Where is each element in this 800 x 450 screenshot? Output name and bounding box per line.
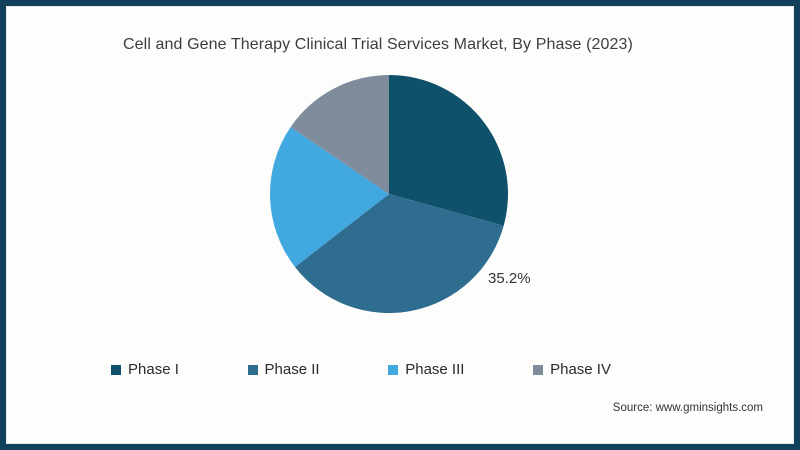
legend-label-phase-iv: Phase IV [550,361,611,378]
pie-slice-phase-iii [269,127,389,267]
legend-item-phase-iv: Phase IV [533,361,611,378]
legend-item-phase-i: Phase I [111,361,179,378]
legend-swatch-phase-ii [247,364,258,375]
legend-swatch-phase-iii [388,364,399,375]
chart-title: Cell and Gene Therapy Clinical Trial Ser… [123,36,633,53]
legend-label-phase-ii: Phase II [264,361,320,378]
legend-label-phase-i: Phase I [128,361,179,378]
legend: Phase I Phase II Phase III Phase IV [111,361,611,378]
legend-swatch-phase-iv [533,364,544,375]
pie-slice-phase-ii [294,194,504,314]
legend-swatch-phase-i [111,364,121,375]
pie-chart [269,75,508,314]
legend-label-phase-iii: Phase III [405,361,465,378]
source-attribution: Source: www.gminsights.com [612,402,763,414]
pie-slice-phase-i [389,75,508,226]
legend-item-phase-ii: Phase II [247,361,320,378]
pie-slice-label-phase-ii: 35.2% [488,270,531,287]
pie-slice-phase-iv [290,75,389,194]
legend-item-phase-iii: Phase III [388,361,464,378]
